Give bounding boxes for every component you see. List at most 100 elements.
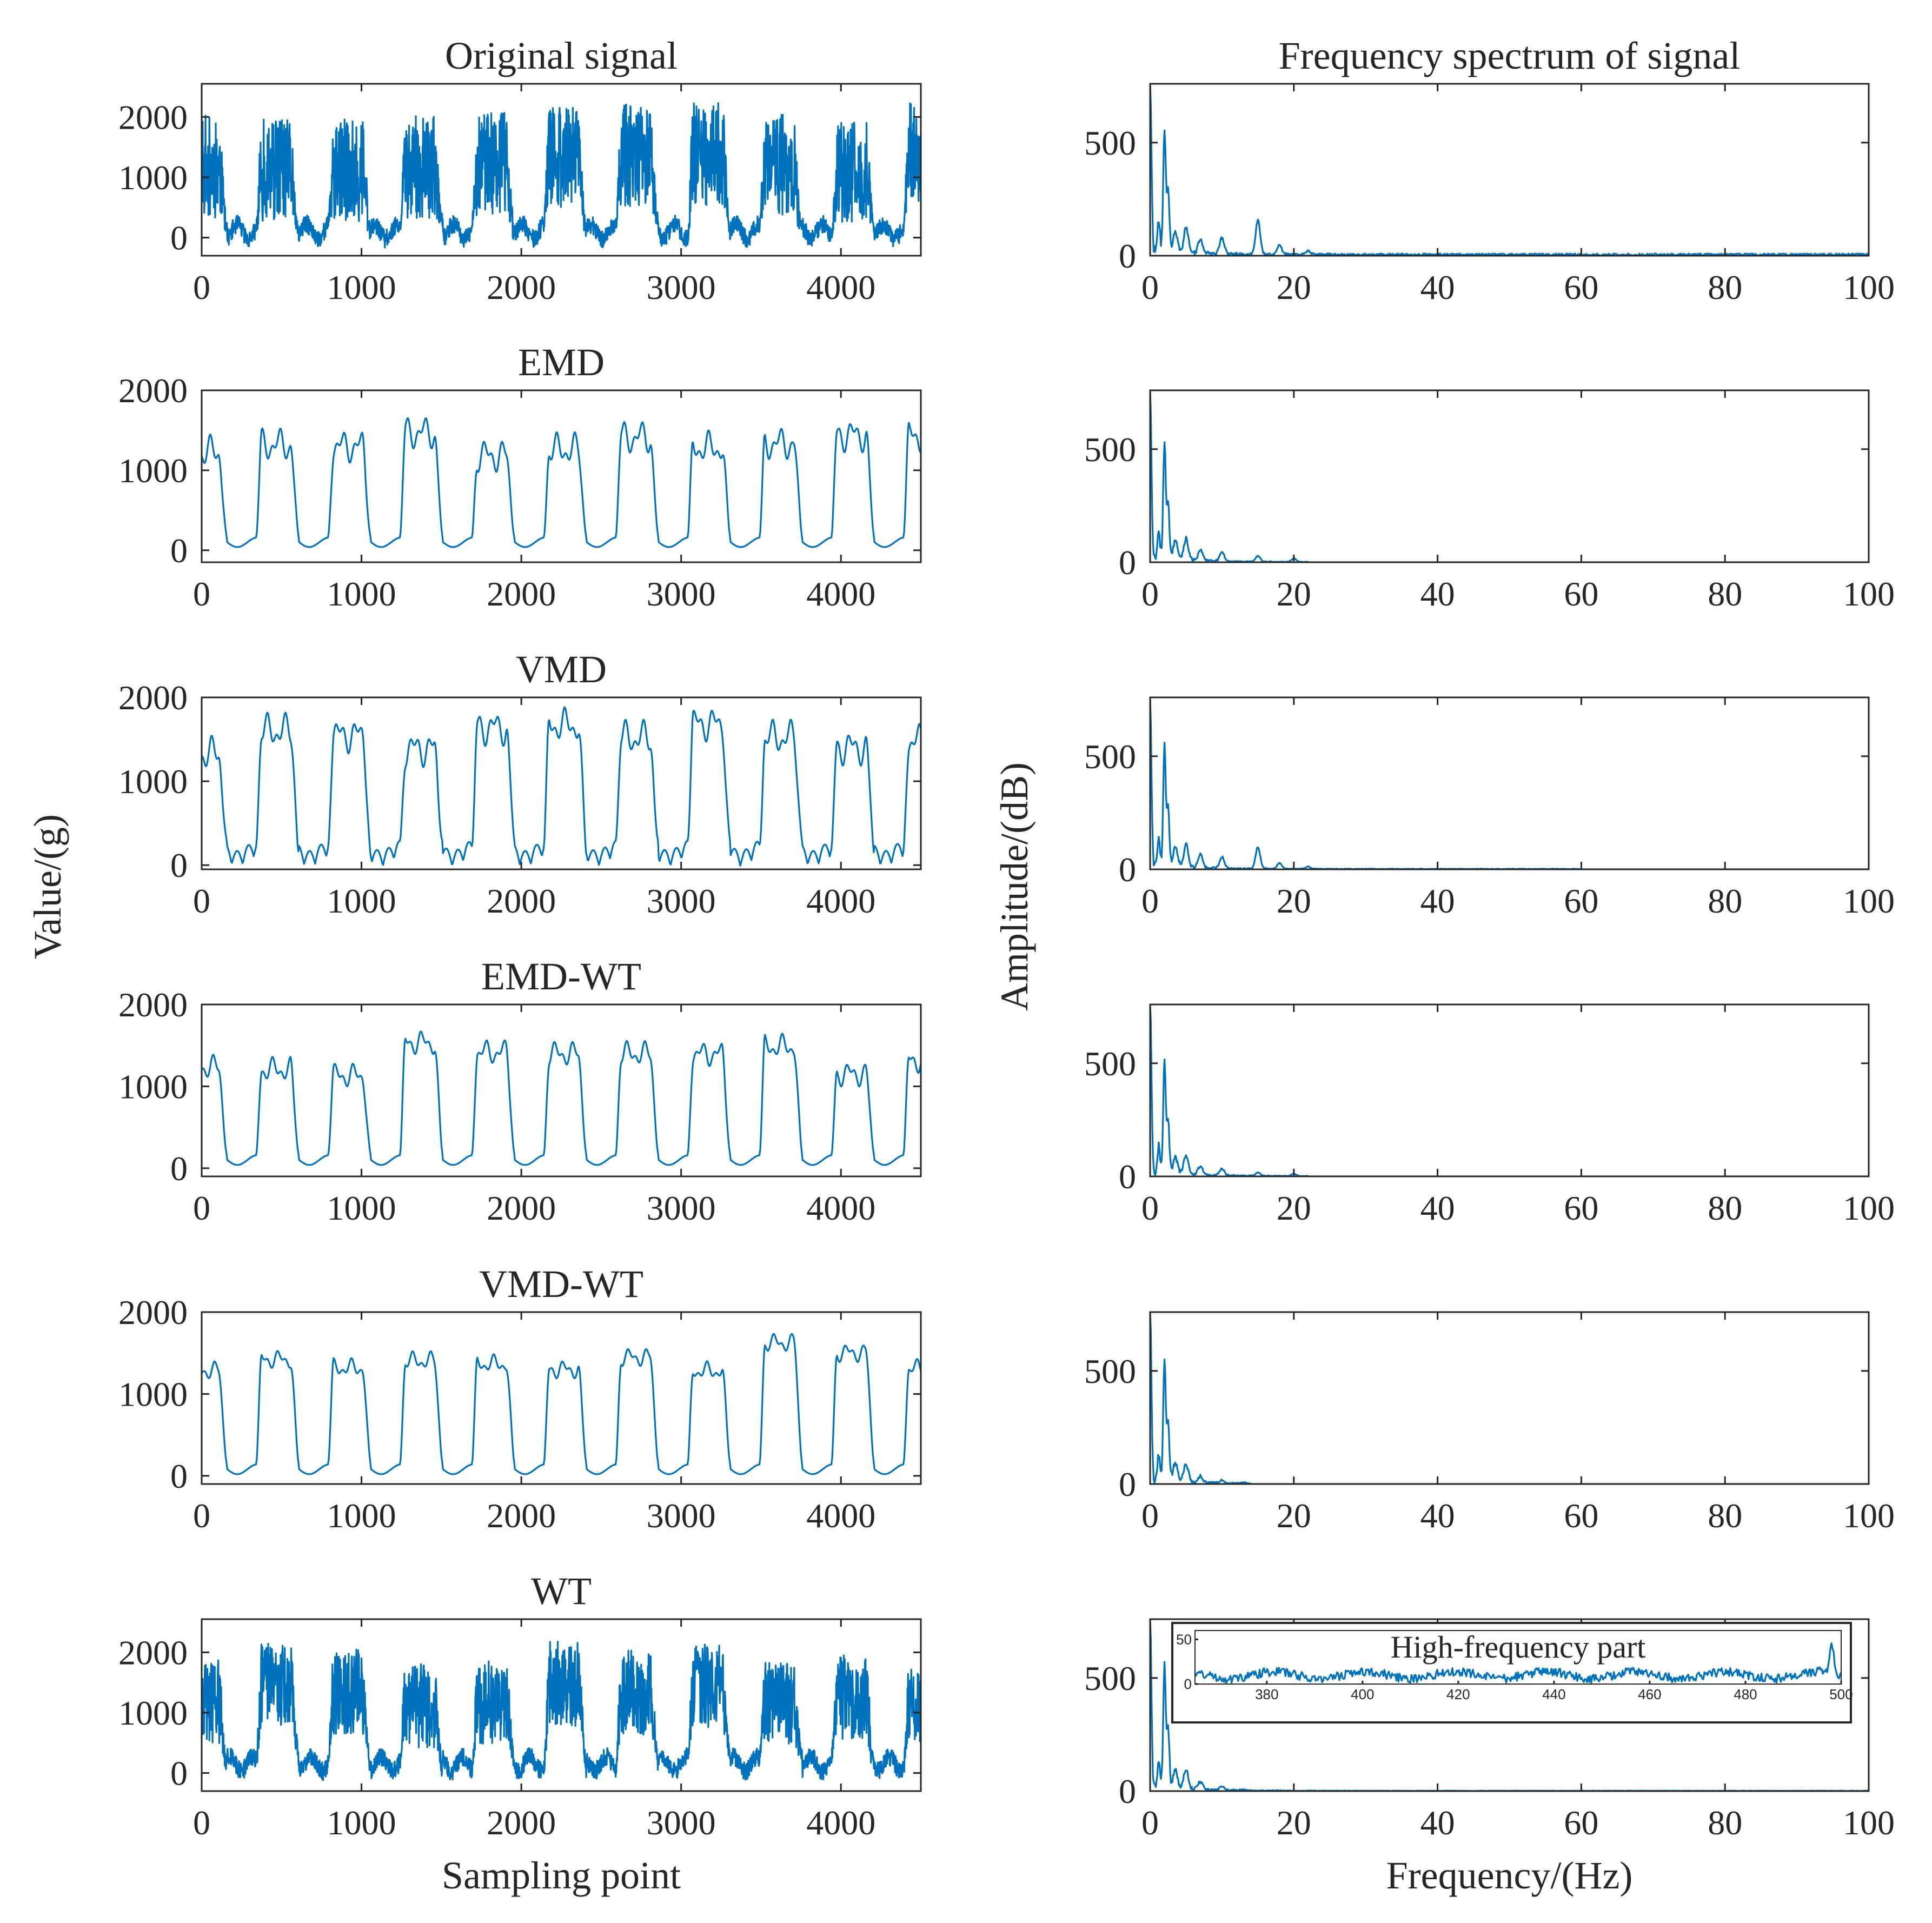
- time-original-xtick-label: 3000: [647, 268, 716, 307]
- time-vmd-xtick-label: 1000: [327, 882, 396, 920]
- spec-original-xtick-label: 100: [1843, 268, 1895, 307]
- spec-emd-wt-xtick-label: 0: [1141, 1189, 1159, 1227]
- spec-vmd-wt-xtick-label: 40: [1420, 1496, 1455, 1535]
- time-emd-wt-series-line: [202, 1030, 921, 1166]
- inset-xtick-label: 440: [1542, 1686, 1565, 1702]
- spec-emd-xtick-label: 60: [1564, 575, 1598, 613]
- spec-emd-frame: [1149, 389, 1870, 563]
- spec-vmd-wt-xtick-label: 80: [1708, 1496, 1742, 1535]
- spec-vmd-wt-xtick-label: 0: [1141, 1496, 1159, 1535]
- spec-vmd-xtick-label: 0: [1141, 882, 1159, 920]
- spec-emd-xtick-label: 20: [1277, 575, 1311, 613]
- time-emd-ytick-label: 0: [170, 531, 188, 570]
- spec-vmd-xtick-label: 60: [1564, 882, 1598, 920]
- spec-emd-axes: 0 20 40 60 80 100 0 500: [1084, 389, 1895, 613]
- time-emd-wt-axes: 0 1000 2000 3000 4000 0 1000 2000 EMD-WT: [118, 955, 922, 1227]
- time-original-title: Original signal: [445, 34, 678, 77]
- spec-wt-xtick-label: 0: [1141, 1804, 1159, 1842]
- inset-xtick-label: 460: [1638, 1686, 1661, 1702]
- time-vmd-wt-xtick-label: 4000: [806, 1496, 875, 1535]
- inset-series-line: [1194, 1642, 1842, 1684]
- inset-ytick-label: 0: [1184, 1676, 1192, 1692]
- spec-original-frame: [1149, 83, 1870, 257]
- inset-xtick-label: 500: [1829, 1686, 1853, 1702]
- spec-wt-ytick-label: 0: [1119, 1772, 1136, 1811]
- time-emd-title: EMD: [518, 341, 605, 384]
- spec-emd-xtick-label: 100: [1843, 575, 1895, 613]
- time-vmd-xtick-label: 0: [193, 882, 210, 920]
- time-emd-frame: [201, 389, 922, 563]
- time-original-ytick-label: 0: [170, 219, 188, 257]
- spec-vmd-xtick-label: 80: [1708, 882, 1742, 920]
- time-original-ytick-label: 2000: [118, 98, 188, 136]
- spec-vmd-xtick-label: 40: [1420, 882, 1455, 920]
- time-emd-wt-ytick-label: 2000: [118, 986, 188, 1024]
- time-emd-wt-xtick-label: 2000: [487, 1189, 556, 1227]
- time-vmd-wt-xtick-label: 2000: [487, 1496, 556, 1535]
- spec-wt-inset: 380 400 420 440 460 480 500 0 50 High-frequency p…: [1171, 1622, 1853, 1724]
- spec-original-xtick-label: 80: [1708, 268, 1742, 307]
- time-emd-ytick-label: 2000: [118, 371, 188, 410]
- spec-emd-wt-xtick-label: 100: [1843, 1189, 1895, 1227]
- time-vmd-wt-ytick-label: 1000: [118, 1375, 188, 1413]
- time-wt-series-line: [202, 1641, 921, 1781]
- time-vmd-title: VMD: [516, 648, 607, 691]
- time-wt-ytick-label: 1000: [118, 1694, 188, 1732]
- time-emd-wt-ytick-label: 1000: [118, 1067, 188, 1106]
- spec-emd-wt-ytick-label: 0: [1119, 1157, 1136, 1196]
- spec-original-ytick-label: 0: [1119, 237, 1136, 275]
- time-wt-title: WT: [531, 1569, 592, 1613]
- spec-vmd-xtick-label: 100: [1843, 882, 1895, 920]
- spec-wt-xtick-label: 20: [1277, 1804, 1311, 1842]
- time-vmd-axes: 0 1000 2000 3000 4000 0 1000 2000 VMD: [118, 648, 922, 920]
- spec-vmd-frame: [1149, 696, 1870, 870]
- spec-original-xtick-label: 20: [1277, 268, 1311, 307]
- spec-emd-wt-xtick-label: 60: [1564, 1189, 1598, 1227]
- time-emd-wt-title: EMD-WT: [481, 955, 641, 998]
- time-wt-xlabel: Sampling point: [442, 1854, 681, 1897]
- spec-vmd-series-line: [1150, 697, 1869, 869]
- spec-original-series-line: [1150, 84, 1869, 256]
- spec-emd-xtick-label: 80: [1708, 575, 1742, 613]
- time-original-series-line: [202, 102, 921, 249]
- time-vmd-wt-axes: 0 1000 2000 3000 4000 0 1000 2000 VMD-WT: [118, 1262, 922, 1535]
- left-ylabel: Value/(g): [26, 814, 69, 959]
- time-emd-axes: 0 1000 2000 3000 4000 0 1000 2000 EMD: [118, 341, 922, 613]
- spec-vmd-wt-series-line: [1150, 1312, 1869, 1484]
- spec-wt-xlabel: Frequency/(Hz): [1386, 1854, 1633, 1897]
- time-vmd-wt-series-line: [202, 1333, 921, 1475]
- time-emd-xtick-label: 3000: [647, 575, 716, 613]
- time-wt-xtick-label: 2000: [487, 1804, 556, 1842]
- time-original-xtick-label: 2000: [487, 268, 556, 307]
- spec-wt-frame: [1149, 1618, 1870, 1792]
- time-emd-wt-ytick-label: 0: [170, 1149, 188, 1188]
- time-wt-axes: 0 1000 2000 3000 4000 0 1000 2000 WT Sampling poi…: [118, 1569, 922, 1897]
- spec-vmd-wt-xtick-label: 100: [1843, 1496, 1895, 1535]
- time-emd-wt-xtick-label: 1000: [327, 1189, 396, 1227]
- inset-xtick-label: 480: [1734, 1686, 1757, 1702]
- time-vmd-wt-frame: [201, 1311, 922, 1485]
- right-ylabel: Amplitude/(dB): [993, 762, 1036, 1011]
- spec-vmd-wt-ytick-label: 0: [1119, 1465, 1136, 1503]
- spec-vmd-wt-ytick-label: 500: [1084, 1352, 1136, 1390]
- time-vmd-wt-xtick-label: 0: [193, 1496, 210, 1535]
- time-emd-xtick-label: 2000: [487, 575, 556, 613]
- time-emd-wt-xtick-label: 4000: [806, 1189, 875, 1227]
- spec-original-xtick-label: 60: [1564, 268, 1598, 307]
- time-vmd-series-line: [202, 706, 921, 867]
- time-wt-xtick-label: 1000: [327, 1804, 396, 1842]
- time-emd-wt-xtick-label: 3000: [647, 1189, 716, 1227]
- spec-wt-xtick-label: 60: [1564, 1804, 1598, 1842]
- time-emd-series-line: [202, 417, 921, 548]
- time-vmd-ytick-label: 0: [170, 846, 188, 884]
- spec-original-xtick-label: 0: [1141, 268, 1159, 307]
- time-wt-ytick-label: 2000: [118, 1633, 188, 1672]
- time-emd-wt-xtick-label: 0: [193, 1189, 210, 1227]
- spec-emd-xtick-label: 40: [1420, 575, 1455, 613]
- inset-xtick-label: 420: [1446, 1686, 1470, 1702]
- spec-emd-wt-xtick-label: 40: [1420, 1189, 1455, 1227]
- spec-emd-ytick-label: 0: [1119, 543, 1136, 582]
- spec-emd-wt-series-line: [1150, 1004, 1869, 1176]
- spec-wt-xtick-label: 80: [1708, 1804, 1742, 1842]
